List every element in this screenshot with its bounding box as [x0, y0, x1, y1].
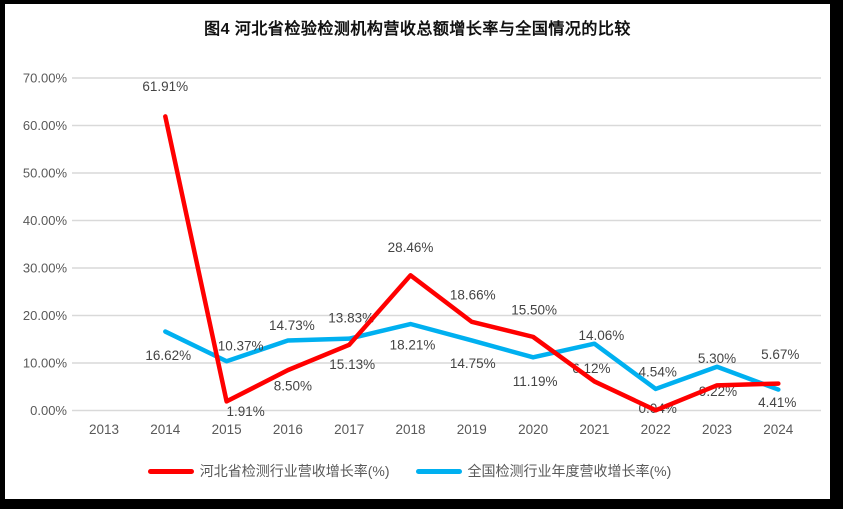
- svg-text:2020: 2020: [518, 422, 548, 437]
- svg-text:4.41%: 4.41%: [758, 395, 796, 410]
- svg-text:1.91%: 1.91%: [226, 404, 264, 419]
- chart-legend: 河北省检测行业营收增长率(%) 全国检测行业年度营收增长率(%): [5, 461, 822, 481]
- svg-text:2021: 2021: [579, 422, 609, 437]
- svg-text:40.00%: 40.00%: [23, 213, 68, 228]
- svg-text:0.00%: 0.00%: [30, 403, 67, 418]
- svg-text:18.66%: 18.66%: [450, 287, 496, 302]
- chart-title: 图4 河北省检验检测机构营收总额增长率与全国情况的比较: [204, 21, 631, 38]
- svg-text:14.75%: 14.75%: [450, 356, 496, 371]
- svg-text:4.54%: 4.54%: [639, 364, 677, 379]
- svg-text:50.00%: 50.00%: [23, 166, 68, 181]
- svg-text:14.06%: 14.06%: [579, 328, 625, 343]
- svg-text:30.00%: 30.00%: [23, 261, 68, 276]
- svg-text:60.00%: 60.00%: [23, 118, 68, 133]
- svg-text:8.50%: 8.50%: [274, 379, 312, 394]
- svg-text:14.73%: 14.73%: [269, 318, 315, 333]
- legend-item-hebei: 河北省检测行业营收增长率(%): [147, 461, 390, 481]
- svg-text:61.91%: 61.91%: [142, 79, 188, 94]
- svg-text:15.13%: 15.13%: [329, 357, 375, 372]
- data-labels-hebei: 61.91% 1.91% 8.50% 13.83% 28.46% 18.66% 15.50%…: [142, 79, 799, 419]
- svg-text:28.46%: 28.46%: [388, 240, 434, 255]
- legend-label-national: 全国检测行业年度营收增长率(%): [467, 463, 672, 479]
- national-line-swatch-icon: [415, 468, 462, 474]
- svg-text:2014: 2014: [150, 422, 181, 437]
- svg-text:5.67%: 5.67%: [761, 347, 799, 362]
- svg-text:5.30%: 5.30%: [698, 351, 736, 366]
- svg-text:2024: 2024: [763, 422, 794, 437]
- hebei-line-swatch-icon: [147, 468, 194, 474]
- svg-text:2017: 2017: [334, 422, 364, 437]
- svg-text:18.21%: 18.21%: [390, 338, 436, 353]
- line-chart: 70.00% 60.00% 50.00% 40.00% 30.00% 20.00% 10.0…: [23, 71, 821, 437]
- svg-text:13.83%: 13.83%: [328, 310, 374, 325]
- svg-text:70.00%: 70.00%: [23, 71, 68, 86]
- x-axis-labels: 2013 2014 2015 2016 2017 2018 2019 2020 2021 2022…: [89, 422, 794, 437]
- svg-text:2023: 2023: [702, 422, 732, 437]
- svg-text:16.62%: 16.62%: [145, 348, 191, 363]
- svg-text:2022: 2022: [641, 422, 671, 437]
- svg-text:2019: 2019: [457, 422, 487, 437]
- svg-text:2018: 2018: [395, 422, 425, 437]
- svg-text:2015: 2015: [212, 422, 242, 437]
- svg-text:2016: 2016: [273, 422, 303, 437]
- series-line-national: [163, 321, 781, 392]
- series-line-hebei: [163, 114, 781, 413]
- legend-item-national: 全国检测行业年度营收增长率(%): [415, 461, 672, 481]
- svg-text:10.00%: 10.00%: [23, 356, 68, 371]
- svg-text:11.19%: 11.19%: [513, 374, 558, 389]
- svg-text:20.00%: 20.00%: [23, 308, 68, 323]
- y-axis-labels: 70.00% 60.00% 50.00% 40.00% 30.00% 20.00% 10.0…: [23, 71, 68, 419]
- svg-text:2013: 2013: [89, 422, 119, 437]
- svg-text:15.50%: 15.50%: [511, 302, 557, 317]
- gridlines: [72, 77, 821, 412]
- legend-label-hebei: 河北省检测行业营收增长率(%): [199, 463, 390, 479]
- data-labels-national: 16.62% 10.37% 14.73% 15.13% 18.21% 14.75% 11.1…: [145, 318, 796, 410]
- chart-canvas: 图4 河北省检验检测机构营收总额增长率与全国情况的比较 70.00% 60.00%…: [5, 4, 830, 499]
- svg-text:10.37%: 10.37%: [218, 339, 264, 354]
